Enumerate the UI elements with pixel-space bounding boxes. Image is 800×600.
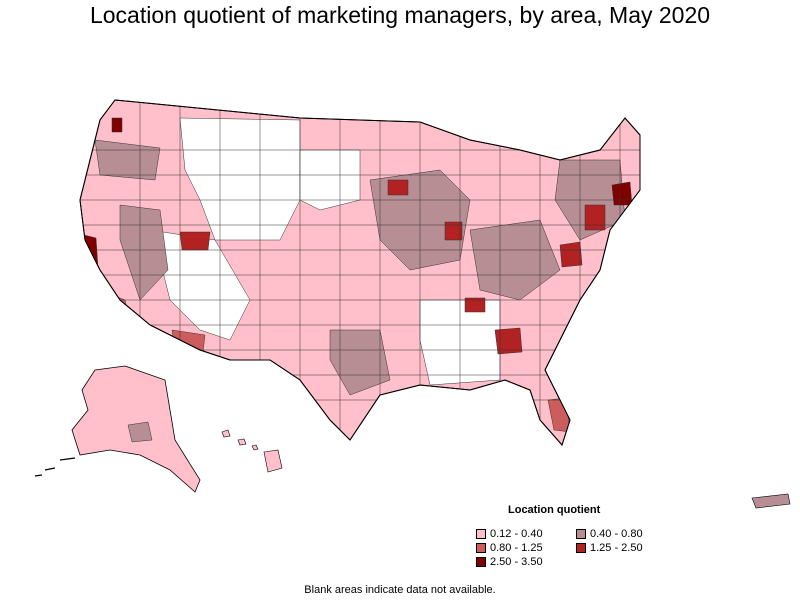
legend-title: Location quotient xyxy=(508,504,601,516)
legend-item-0.80-1.25: 0.80 - 1.25 xyxy=(476,542,543,554)
legend-label: 2.50 - 3.50 xyxy=(490,556,543,568)
legend-swatch xyxy=(476,543,486,553)
region-arizona-south xyxy=(171,329,206,361)
legend-item-2.50-3.50: 2.50 - 3.50 xyxy=(476,556,543,568)
alaska-islands xyxy=(34,457,76,477)
region-nevada xyxy=(119,204,169,301)
region-ny-nj xyxy=(584,204,606,231)
region-seattle xyxy=(111,117,123,133)
region-atlanta xyxy=(494,327,523,355)
puerto-rico xyxy=(751,493,791,509)
legend-label: 0.80 - 1.25 xyxy=(490,542,543,554)
legend-label: 1.25 - 2.50 xyxy=(590,542,643,554)
alaska xyxy=(34,365,201,493)
legend-swatch xyxy=(476,529,486,539)
hawaii-islands xyxy=(221,429,283,473)
region-nashville xyxy=(464,297,486,313)
region-boston xyxy=(611,181,633,206)
region-texas-east xyxy=(329,329,391,396)
legend-label: 0.12 - 0.40 xyxy=(490,528,543,540)
region-colorado-metro xyxy=(179,231,211,251)
region-chicago xyxy=(444,221,463,241)
legend-swatch xyxy=(476,557,486,567)
area-boundaries xyxy=(80,100,640,445)
contiguous-us xyxy=(79,99,641,446)
alaska-anchorage xyxy=(127,421,153,443)
footnote: Blank areas indicate data not available. xyxy=(304,584,496,596)
legend-swatch xyxy=(576,529,586,539)
region-dc-baltimore xyxy=(559,241,583,268)
legend-swatch xyxy=(576,543,586,553)
region-minneapolis xyxy=(387,179,409,196)
map-title: Location quotient of marketing managers,… xyxy=(89,2,711,28)
legend-item-1.25-2.50: 1.25 - 2.50 xyxy=(576,542,643,554)
hawaii xyxy=(221,429,283,473)
legend-item-0.40-0.80: 0.40 - 0.80 xyxy=(576,528,643,540)
puerto-rico-shape xyxy=(751,493,791,509)
legend-item-0.12-0.40: 0.12 - 0.40 xyxy=(476,528,543,540)
region-plains-blank xyxy=(299,149,361,211)
legend-label: 0.40 - 0.80 xyxy=(590,528,643,540)
